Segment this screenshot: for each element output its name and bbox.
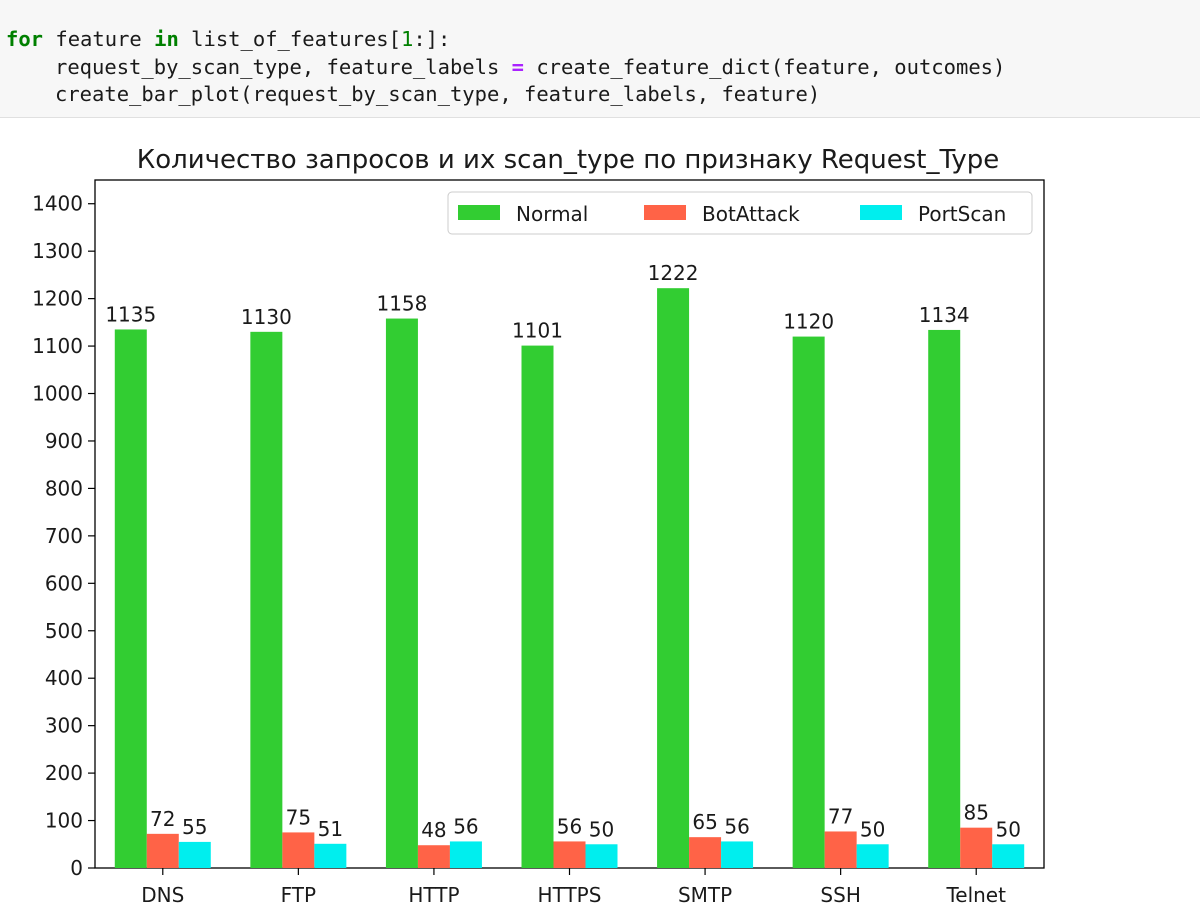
bar-portscan [449, 841, 482, 868]
y-tick-label: 400 [45, 666, 83, 690]
cell-output: Количество запросов и их scan_type по пр… [0, 118, 1200, 922]
code-text: list_of_features[ [178, 27, 401, 51]
bar-portscan [992, 844, 1025, 868]
bar-botattack [824, 831, 857, 868]
data-label: 1130 [241, 305, 292, 329]
y-tick-label: 1000 [32, 382, 83, 406]
data-label: 85 [963, 801, 988, 825]
code-number: 1 [400, 27, 414, 51]
code-line-3: create_bar_plot(request_by_scan_type, fe… [0, 81, 1200, 109]
bar-normal [928, 329, 961, 869]
y-tick-label: 1300 [32, 239, 83, 263]
data-label: 1134 [919, 303, 970, 327]
plot-area: 0 100 200 300 400 500 600 700 800 900 1000 1100 1200… [32, 179, 1045, 907]
data-label: 56 [453, 814, 478, 838]
y-tick-label: 500 [45, 619, 83, 643]
y-tick-label: 900 [45, 429, 83, 453]
x-tick-label: FTP [281, 883, 316, 907]
code-operator: = [511, 54, 524, 79]
bar-normal [521, 345, 554, 868]
bar-portscan [721, 841, 754, 868]
code-text: request_by_scan_type, feature_labels [55, 54, 512, 79]
code-line-2: request_by_scan_type, feature_labels = c… [0, 54, 1200, 82]
code-text: create_feature_dict(feature, outcomes) [524, 54, 1006, 79]
data-label: 1158 [376, 292, 427, 316]
code-cell[interactable]: for feature in list_of_features[1:]: req… [0, 0, 1200, 118]
x-tick-label: SMTP [678, 883, 732, 907]
data-label: 1222 [648, 261, 699, 285]
plot-frame [94, 179, 1045, 869]
bar-portscan [178, 841, 211, 868]
data-label: 1120 [783, 310, 834, 334]
data-label: 50 [589, 817, 614, 841]
keyword-for: for [6, 27, 44, 51]
keyword-in: in [154, 27, 179, 51]
bar-botattack [553, 841, 586, 868]
bar-normal [385, 318, 418, 868]
y-tick-label: 300 [45, 714, 83, 738]
bar-portscan [856, 844, 889, 868]
bar-portscan [585, 844, 618, 868]
x-tick-label: DNS [141, 883, 184, 907]
x-tick-label: HTTPS [538, 883, 602, 907]
code-text: create_bar_plot(request_by_scan_type, fe… [55, 82, 821, 106]
data-label: 75 [286, 805, 311, 829]
data-label: 50 [995, 817, 1020, 841]
bar-normal [657, 288, 690, 868]
legend-swatch-normal [458, 205, 500, 220]
bar-normal [250, 331, 283, 868]
data-label: 77 [828, 804, 853, 828]
data-label: 50 [860, 817, 885, 841]
bar-botattack [960, 827, 993, 868]
legend-box [447, 191, 1033, 235]
legend-swatch-botattack [644, 205, 686, 220]
data-label: 51 [318, 817, 343, 841]
bar-portscan [314, 843, 347, 868]
x-tick-label: SSH [820, 883, 860, 907]
bar-botattack [689, 837, 722, 868]
code-text: feature [43, 27, 155, 51]
data-label: 72 [150, 807, 175, 831]
data-label: 48 [421, 818, 446, 842]
data-label: 1101 [512, 319, 563, 343]
code-text: :]: [413, 27, 451, 51]
code-line-1: for feature in list_of_features[1:]: [0, 26, 1200, 54]
y-tick-label: 1400 [32, 192, 83, 216]
data-label: 56 [557, 814, 582, 838]
x-tick-label: Telnet [945, 883, 1006, 907]
data-label: 65 [692, 810, 717, 834]
y-tick-label: 800 [45, 476, 83, 500]
y-tick-label: 1100 [32, 334, 83, 358]
legend-swatch-portscan [860, 205, 902, 220]
y-tick-label: 700 [45, 524, 83, 548]
bar-botattack [282, 832, 315, 868]
y-tick-label: 600 [45, 571, 83, 595]
x-tick-label: HTTP [408, 883, 459, 907]
y-tick-label: 1200 [32, 287, 83, 311]
data-label: 55 [182, 815, 207, 839]
y-tick-label: 100 [45, 809, 83, 833]
bar-chart: Количество запросов и их scan_type по пр… [32, 145, 1045, 907]
legend-label-botattack: BotAttack [702, 202, 800, 226]
y-tick-label: 200 [45, 761, 83, 785]
bar-normal [792, 336, 825, 868]
data-label: 1135 [105, 302, 156, 326]
bar-botattack [146, 833, 179, 868]
legend-label-normal: Normal [516, 202, 588, 226]
chart-title: Количество запросов и их scan_type по пр… [137, 145, 999, 175]
data-label: 56 [724, 814, 749, 838]
bar-botattack [417, 845, 450, 868]
y-tick-label: 0 [70, 856, 83, 880]
legend-label-portscan: PortScan [918, 202, 1006, 226]
bar-normal [114, 329, 147, 869]
